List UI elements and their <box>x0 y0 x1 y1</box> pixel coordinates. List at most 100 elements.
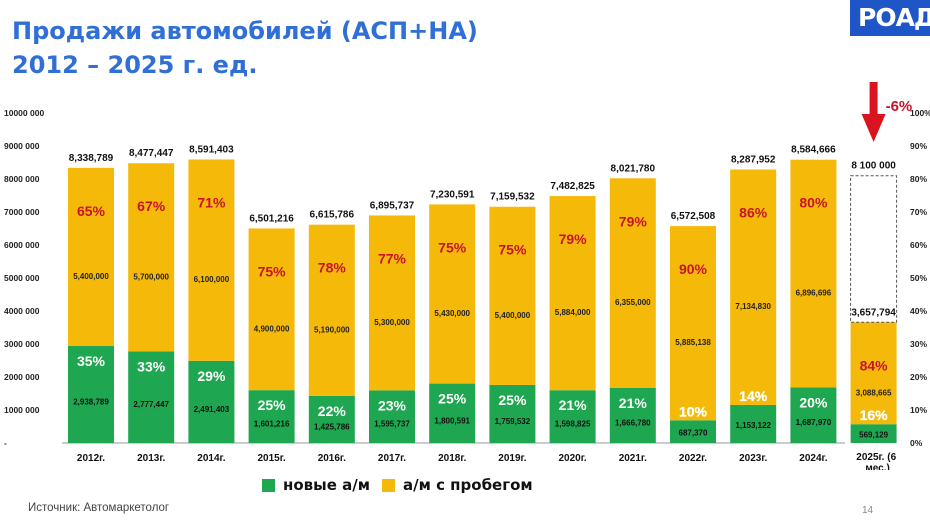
used-percent-label: 79% <box>619 213 648 229</box>
bar-segment-new <box>68 346 114 443</box>
bar-segment-used <box>850 322 897 425</box>
bar-segment-new <box>670 420 716 443</box>
bar-segment-new <box>790 387 837 443</box>
y2-tick-label: 20% <box>910 372 927 382</box>
bar-segment-used <box>609 178 656 388</box>
legend-label-new: новые а/м <box>283 476 370 494</box>
x-category-label: 2015г. <box>257 453 285 464</box>
x-category-label: 2012г. <box>77 453 105 464</box>
new-percent-label: 22% <box>318 403 347 419</box>
x-category-label: 2025г. (6 мес.) <box>856 452 899 470</box>
bar-segment-used <box>730 169 777 405</box>
used-value-label: 5,430,000 <box>434 309 470 318</box>
new-value-label: 1,800,591 <box>434 416 470 425</box>
bar-segment-used <box>429 204 476 384</box>
x-category-label: 2014г. <box>197 453 225 464</box>
used-percent-label: 79% <box>559 231 588 247</box>
used-percent-label: 84% <box>860 357 889 373</box>
total-label: 8,591,403 <box>189 144 234 155</box>
bar-segment-used <box>68 167 114 347</box>
bar-segment-used <box>549 196 596 391</box>
sales-stacked-bar-chart: - 0% 1000 000 10% 2000 000 20% 3000 000 30% 4000… <box>4 82 930 470</box>
bar-segment-used <box>790 159 837 388</box>
used-value-label: 6,355,000 <box>615 298 651 307</box>
new-value-label: 1,687,970 <box>796 418 832 427</box>
total-label: 8,338,789 <box>69 153 114 164</box>
y-tick-label: 7000 000 <box>4 207 40 217</box>
used-percent-label: 75% <box>438 239 467 255</box>
x-category-label: 2023г. <box>739 453 767 464</box>
bar-segment-new <box>489 384 536 443</box>
forecast-arrow-head <box>861 114 886 142</box>
forecast-dashed-outline <box>850 175 898 323</box>
new-value-label: 569,129 <box>859 431 888 440</box>
brand-logo: РОАД <box>850 0 930 36</box>
new-percent-label: 29% <box>197 368 226 384</box>
used-value-label: 5,300,000 <box>374 318 410 327</box>
bar-segment-new <box>549 390 596 443</box>
legend-item-used: а/м с пробегом <box>381 476 533 494</box>
x-category-label: 2022г. <box>679 453 707 464</box>
slide-title: Продажи автомобилей (АСП+НА) 2012 – 2025… <box>12 14 478 82</box>
new-percent-label: 10% <box>679 403 708 419</box>
new-percent-label: 25% <box>258 397 287 413</box>
used-percent-label: 90% <box>679 261 708 277</box>
y-tick-label: - <box>4 438 7 448</box>
total-label: 6,615,786 <box>310 210 355 221</box>
y2-tick-label: 80% <box>910 174 927 184</box>
used-value-label: 5,190,000 <box>314 325 350 334</box>
y-tick-label: 8000 000 <box>4 174 40 184</box>
x-category-label: 2013г. <box>137 453 165 464</box>
total-label: 8,021,780 <box>611 163 656 174</box>
new-percent-label: 25% <box>438 391 467 407</box>
x-category-label: 2020г. <box>558 453 586 464</box>
total-label: 3,657,794 <box>851 307 896 318</box>
used-value-label: 3,088,665 <box>856 388 892 397</box>
total-label: 7,482,825 <box>550 181 595 192</box>
bar-segment-new <box>850 424 897 443</box>
new-value-label: 1,666,780 <box>615 418 651 427</box>
y-tick-label: 9000 000 <box>4 141 40 151</box>
used-value-label: 5,400,000 <box>495 311 531 320</box>
total-label: 6,501,216 <box>249 213 294 224</box>
bar-segment-new <box>188 360 235 443</box>
bar-segment-used <box>670 226 716 421</box>
x-category-label: 2019г. <box>498 453 526 464</box>
y2-tick-label: 90% <box>910 141 927 151</box>
new-value-label: 1,425,786 <box>314 422 350 431</box>
title-line-1: Продажи автомобилей (АСП+НА) <box>12 17 478 45</box>
y-tick-label: 5000 000 <box>4 273 40 283</box>
new-value-label: 2,938,789 <box>73 398 109 407</box>
x-category-label: 2016г. <box>318 453 346 464</box>
bar-segment-used <box>248 228 295 391</box>
used-value-label: 6,896,696 <box>796 289 832 298</box>
y-tick-label: 6000 000 <box>4 240 40 250</box>
forecast-change-label: -6% <box>886 98 913 115</box>
used-percent-label: 75% <box>498 242 527 258</box>
used-percent-label: 78% <box>318 260 347 276</box>
new-percent-label: 20% <box>799 394 828 410</box>
forecast-arrow-shaft <box>869 82 878 116</box>
legend-swatch-used <box>381 478 395 492</box>
total-label: 7,159,532 <box>490 192 535 203</box>
bar-segment-new <box>609 387 656 443</box>
x-category-label: 2017г. <box>378 453 406 464</box>
bar-segment-used <box>369 215 415 391</box>
new-value-label: 1,759,532 <box>495 417 531 426</box>
bar-segment-used <box>128 163 175 352</box>
used-value-label: 5,885,138 <box>675 338 711 347</box>
used-percent-label: 75% <box>258 263 287 279</box>
forecast-total-label: 8 100 000 <box>851 161 896 172</box>
y2-tick-label: 50% <box>910 273 927 283</box>
new-percent-label: 16% <box>860 407 889 423</box>
bar-segment-used <box>188 159 235 361</box>
used-value-label: 6,100,000 <box>194 275 230 284</box>
x-category-label: 2021г. <box>619 453 647 464</box>
total-label: 7,230,591 <box>430 189 475 200</box>
new-value-label: 1,153,122 <box>735 421 771 430</box>
new-value-label: 2,491,403 <box>194 405 230 414</box>
used-percent-label: 67% <box>137 198 166 214</box>
used-percent-label: 80% <box>799 195 828 211</box>
total-label: 6,895,737 <box>370 200 415 211</box>
bar-segment-new <box>429 383 476 443</box>
